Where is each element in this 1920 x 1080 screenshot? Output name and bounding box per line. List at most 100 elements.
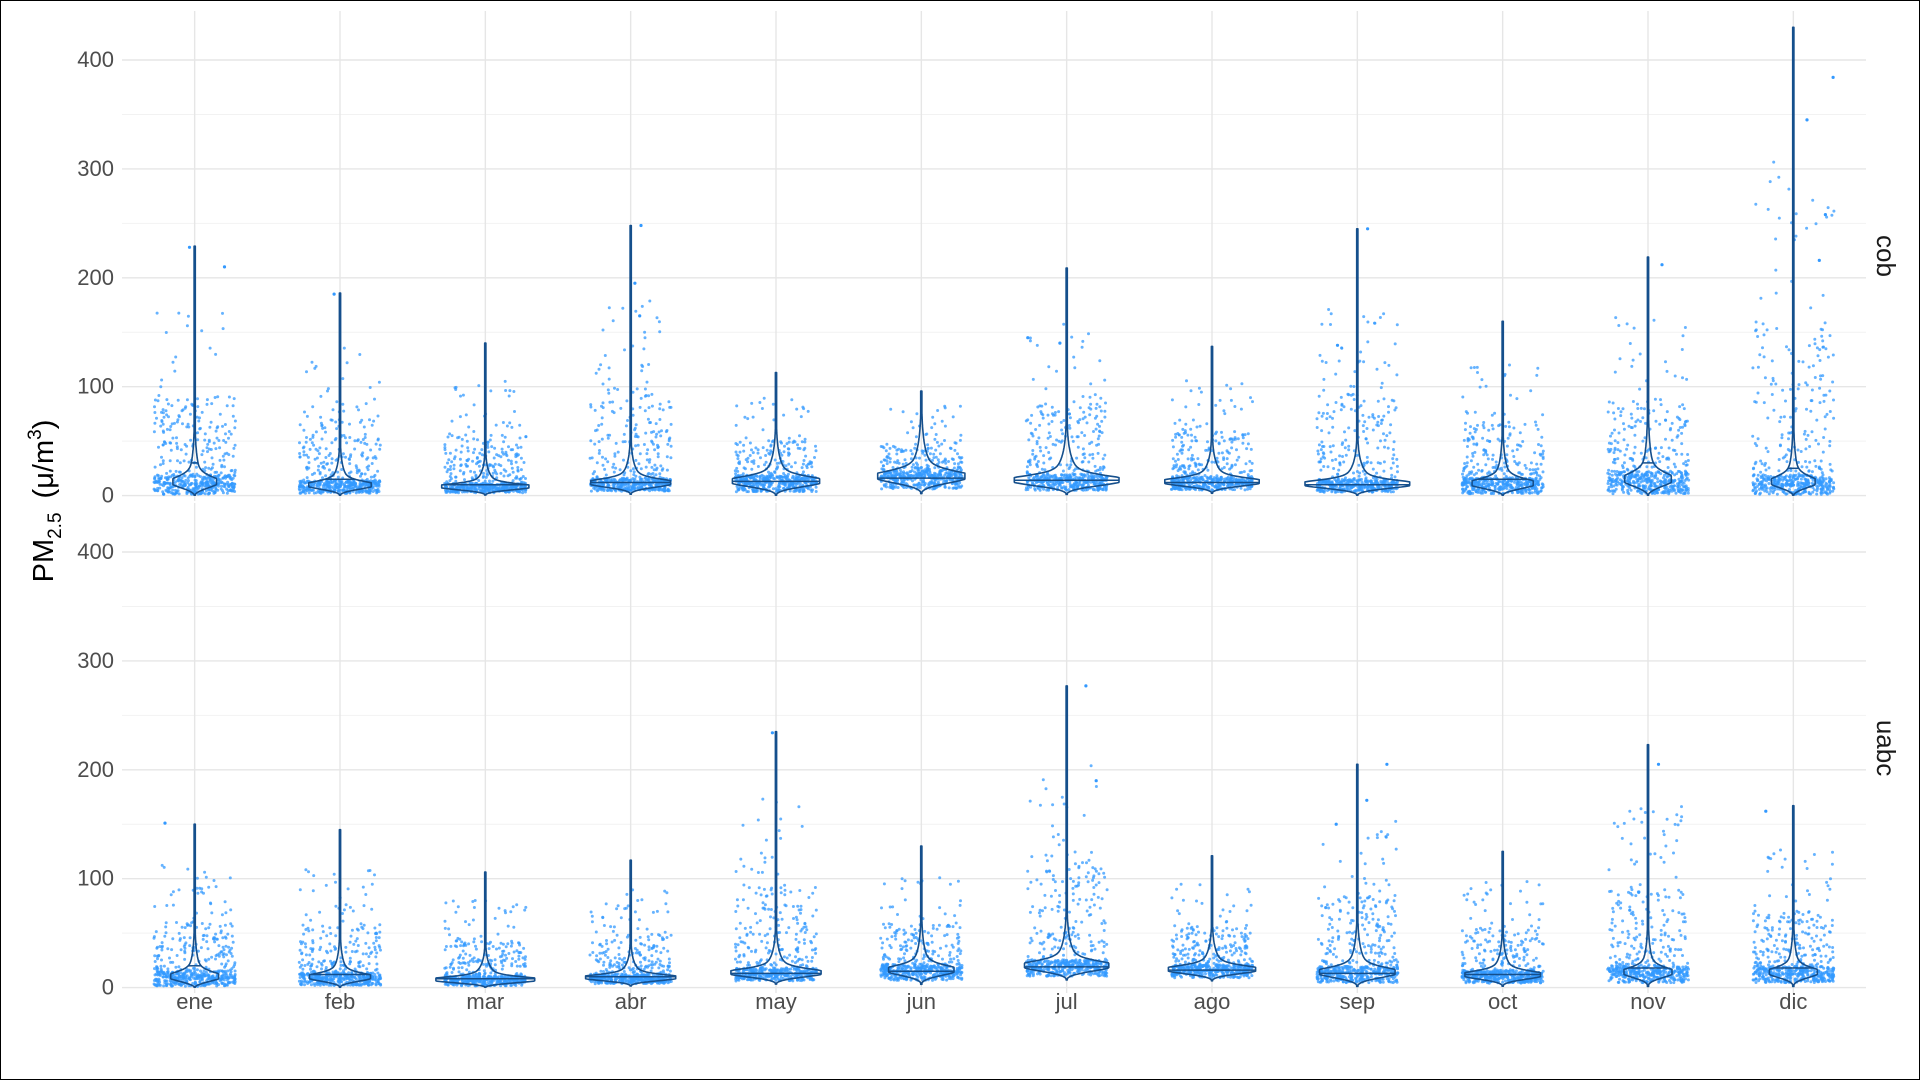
data-point bbox=[1465, 455, 1469, 459]
data-point bbox=[1233, 436, 1237, 440]
data-point bbox=[914, 435, 918, 439]
data-point bbox=[472, 403, 476, 407]
data-point bbox=[342, 434, 346, 437]
data-point bbox=[788, 489, 792, 493]
data-point bbox=[319, 491, 323, 495]
data-point bbox=[450, 419, 454, 423]
data-point bbox=[601, 463, 605, 467]
data-point bbox=[161, 408, 165, 412]
data-point bbox=[589, 489, 593, 493]
data-point bbox=[666, 442, 670, 446]
data-point bbox=[1326, 465, 1330, 469]
data-point bbox=[1094, 469, 1098, 473]
data-point bbox=[1244, 462, 1248, 466]
data-point bbox=[152, 480, 156, 484]
data-point bbox=[608, 433, 612, 437]
data-point bbox=[163, 440, 167, 444]
data-point bbox=[445, 489, 449, 493]
data-point bbox=[743, 415, 747, 419]
data-point bbox=[1171, 445, 1175, 449]
data-point bbox=[200, 484, 204, 488]
data-point bbox=[787, 462, 791, 466]
data-point bbox=[203, 484, 207, 488]
data-point bbox=[231, 404, 235, 408]
data-point bbox=[157, 476, 161, 480]
data-point bbox=[1033, 487, 1037, 491]
data-point bbox=[750, 401, 754, 405]
data-point bbox=[226, 480, 230, 484]
data-point bbox=[347, 457, 351, 461]
data-point bbox=[612, 462, 616, 466]
data-point bbox=[613, 452, 617, 456]
data-point bbox=[448, 451, 452, 455]
data-point bbox=[1215, 430, 1218, 434]
data-point bbox=[1171, 467, 1175, 471]
data-point bbox=[1067, 412, 1071, 416]
data-point bbox=[799, 415, 803, 419]
data-point bbox=[751, 481, 755, 485]
data-point bbox=[463, 478, 466, 482]
data-point bbox=[1081, 447, 1085, 451]
data-point bbox=[958, 404, 962, 408]
data-point bbox=[765, 448, 769, 452]
data-point bbox=[349, 482, 353, 486]
data-point bbox=[357, 469, 361, 473]
data-point bbox=[1068, 416, 1072, 420]
data-point bbox=[881, 445, 885, 449]
data-point bbox=[196, 438, 200, 442]
data-point bbox=[1103, 415, 1107, 419]
data-point bbox=[1178, 418, 1182, 422]
data-point bbox=[473, 485, 477, 488]
data-point bbox=[218, 458, 222, 462]
data-point bbox=[628, 479, 632, 482]
data-point bbox=[205, 402, 209, 406]
data-point bbox=[1318, 353, 1322, 357]
data-point bbox=[624, 483, 627, 486]
data-point bbox=[1104, 401, 1107, 405]
data-point bbox=[796, 443, 799, 447]
data-point bbox=[1214, 439, 1218, 443]
data-point bbox=[161, 429, 165, 433]
data-point bbox=[792, 489, 796, 493]
data-point bbox=[355, 405, 359, 409]
data-point bbox=[516, 446, 520, 450]
data-point bbox=[214, 429, 218, 433]
data-point bbox=[334, 458, 338, 462]
data-point bbox=[786, 447, 790, 451]
data-point bbox=[901, 472, 905, 476]
data-point bbox=[184, 452, 188, 456]
data-point bbox=[1233, 430, 1237, 434]
data-point bbox=[647, 406, 651, 410]
data-point bbox=[621, 483, 625, 486]
data-point bbox=[207, 466, 211, 470]
data-point bbox=[734, 450, 738, 454]
data-point bbox=[604, 457, 608, 461]
data-point bbox=[1094, 427, 1098, 431]
data-point bbox=[1358, 359, 1362, 363]
data-point bbox=[805, 466, 809, 470]
data-point bbox=[165, 427, 169, 431]
data-point bbox=[359, 474, 362, 478]
data-point bbox=[1070, 435, 1074, 439]
data-point bbox=[473, 447, 477, 451]
data-point bbox=[1322, 465, 1326, 468]
data-point bbox=[1230, 483, 1234, 487]
data-point bbox=[1184, 405, 1188, 409]
data-point bbox=[375, 490, 379, 494]
data-point bbox=[631, 413, 635, 417]
data-point bbox=[198, 426, 202, 430]
data-point bbox=[317, 481, 321, 485]
data-point bbox=[1057, 439, 1061, 443]
data-point bbox=[636, 435, 640, 439]
data-point bbox=[466, 449, 470, 453]
data-point bbox=[1233, 405, 1237, 408]
data-point bbox=[306, 455, 310, 459]
data-point bbox=[1382, 432, 1385, 436]
data-point bbox=[763, 463, 766, 467]
data-point bbox=[913, 470, 917, 474]
data-point bbox=[305, 479, 309, 483]
data-point bbox=[1083, 434, 1087, 437]
data-point bbox=[303, 481, 307, 485]
data-point bbox=[465, 458, 469, 462]
data-point bbox=[940, 442, 944, 446]
